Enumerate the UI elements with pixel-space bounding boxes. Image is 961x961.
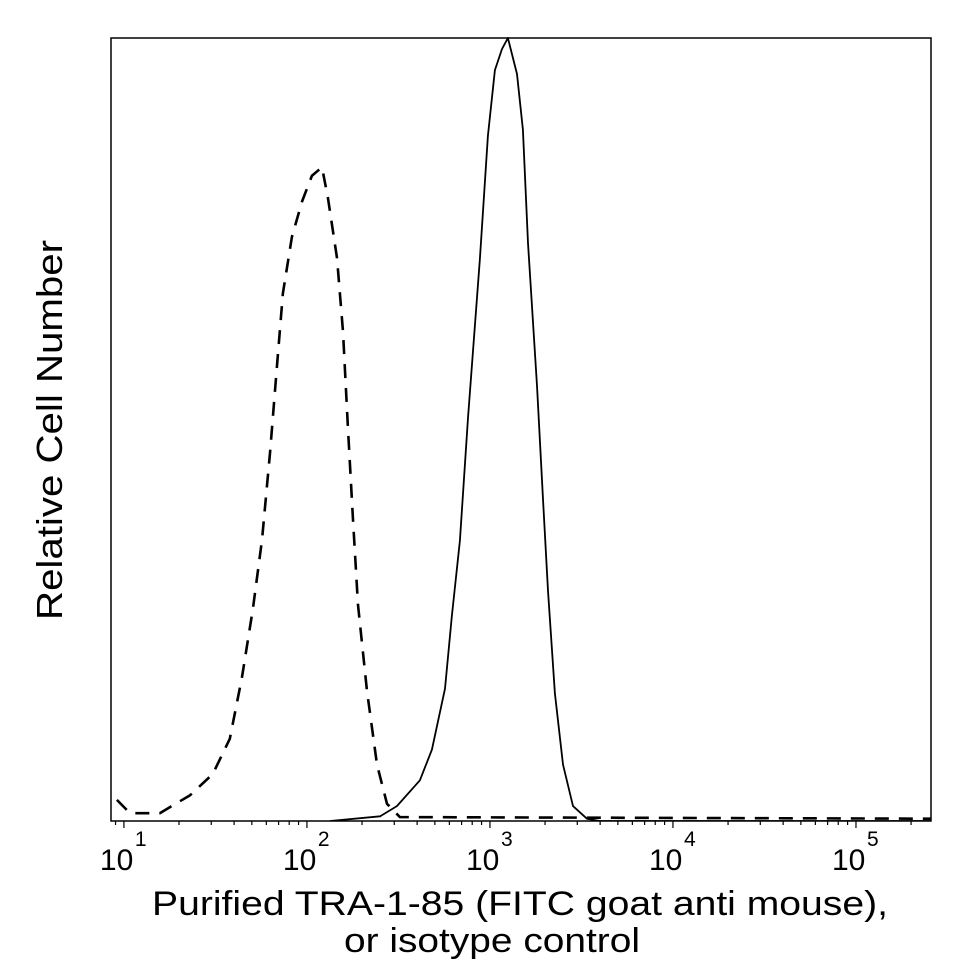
solid-histogram-curve [330,37,931,821]
curves [115,37,931,821]
x-tick-label: 102 [283,828,330,877]
x-tick-label-base: 10 [283,844,316,877]
y-axis-label: Relative Cell Number [29,240,70,620]
dashed-histogram-curve [115,165,931,820]
x-tick-label: 105 [832,828,879,877]
x-tick-label-base: 10 [466,844,499,877]
x-tick-label-base: 10 [832,844,865,877]
x-tick-label-exponent: 4 [684,828,696,851]
x-tick-label-base: 10 [100,844,133,877]
x-tick-label-exponent: 2 [318,828,330,851]
x-tick-label-base: 10 [649,844,682,877]
x-tick-label: 104 [649,828,696,877]
x-tick-label: 101 [100,828,147,877]
x-axis-ticks [114,821,912,828]
x-axis-label-line-1: Purified TRA-1-85 (FITC goat anti mouse)… [152,885,888,923]
x-tick-label-exponent: 1 [135,828,147,851]
x-tick-label: 103 [466,828,513,877]
plot-frame [110,37,932,822]
x-tick-label-exponent: 5 [867,828,879,851]
x-axis-label-line-2: or isotype control [344,922,640,960]
x-tick-label-exponent: 3 [501,828,513,851]
